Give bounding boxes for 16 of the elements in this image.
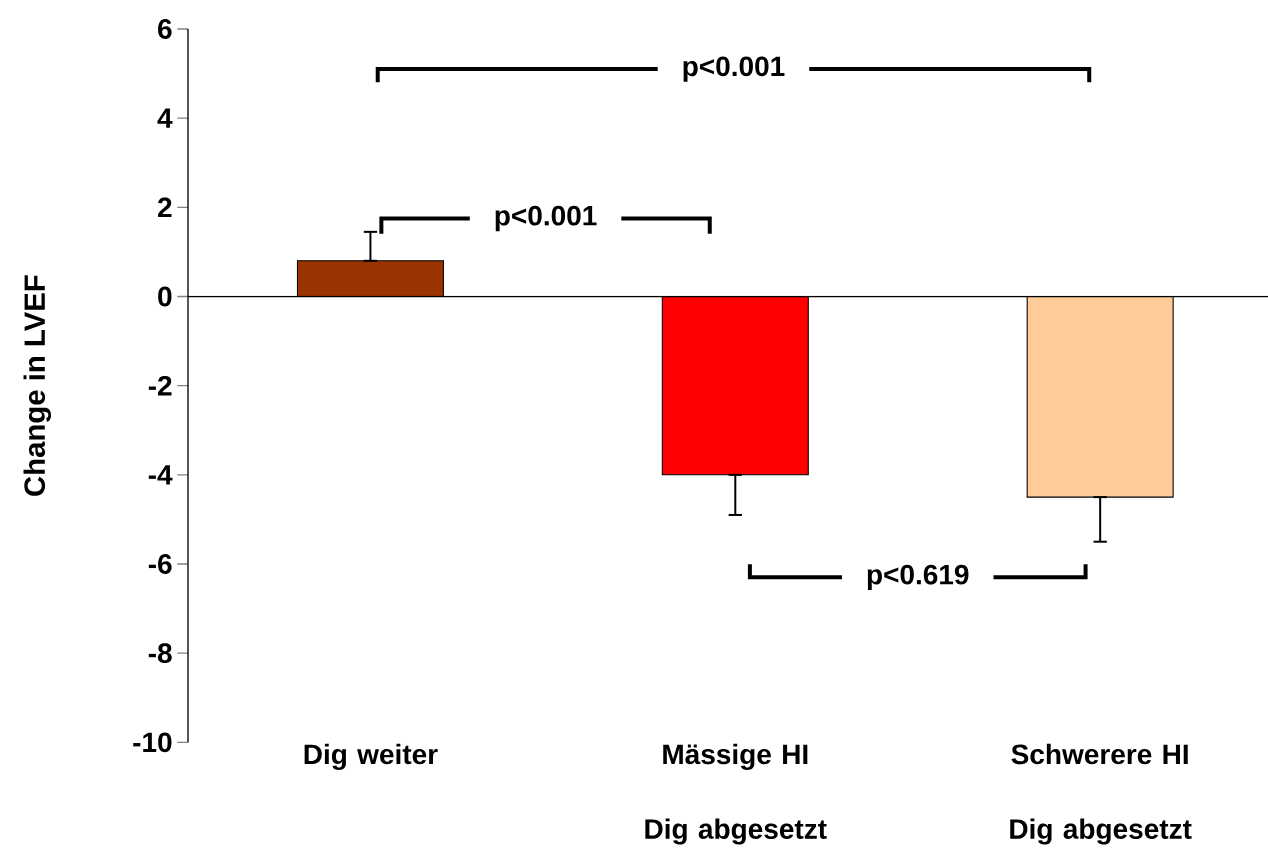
y-tick-label: -10 (133, 732, 172, 753)
y-tick-label: -6 (148, 553, 172, 574)
annotation: p<0.619 (867, 564, 969, 590)
category-label: Schwerere HI Dig abgesetzt (1010, 743, 1192, 845)
y-tick-label: 4 (157, 108, 173, 128)
y-tick-label: 6 (158, 18, 172, 39)
y-tick-label: -4 (148, 465, 173, 485)
y-tick-label: -8 (148, 643, 172, 663)
x-tick-label: Dig weiter (304, 743, 438, 770)
annotation: p<0.001 (495, 205, 597, 231)
y-tick-label: -2 (148, 375, 172, 396)
y-tick-label: 0 (158, 286, 172, 307)
y-tick-label: 2 (158, 197, 172, 217)
y-axis-title: Change in LVEF (23, 275, 51, 496)
annotation: p<0.001 (683, 56, 785, 82)
category-label: Mässige HI Dig abgesetzt (645, 743, 827, 845)
